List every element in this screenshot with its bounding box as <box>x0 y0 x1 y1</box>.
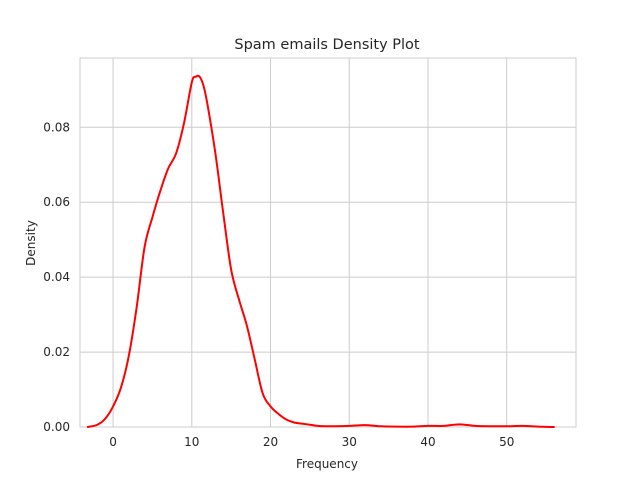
plot-frame <box>79 57 577 428</box>
x-tick-label: 40 <box>420 435 435 449</box>
chart-title: Spam emails Density Plot <box>234 37 420 53</box>
y-tick-label: 0.00 <box>43 420 70 434</box>
x-axis-label: Frequency <box>296 457 358 471</box>
x-tick-label: 0 <box>109 435 117 449</box>
y-tick-label: 0.02 <box>43 345 70 359</box>
density-curve <box>86 74 555 428</box>
x-tick-label: 10 <box>184 435 199 449</box>
y-tick-labels: 0.00 0.02 0.04 0.06 0.08 <box>43 120 70 434</box>
x-tick-labels: 0 10 20 30 40 50 <box>109 435 514 449</box>
x-tick-label: 20 <box>263 435 278 449</box>
y-tick-label: 0.04 <box>43 270 70 284</box>
y-axis-label: Density <box>24 220 38 266</box>
y-tick-label: 0.06 <box>43 195 70 209</box>
x-tick-label: 50 <box>499 435 514 449</box>
x-tick-label: 30 <box>342 435 357 449</box>
grid <box>80 58 576 428</box>
y-tick-label: 0.08 <box>43 120 70 134</box>
